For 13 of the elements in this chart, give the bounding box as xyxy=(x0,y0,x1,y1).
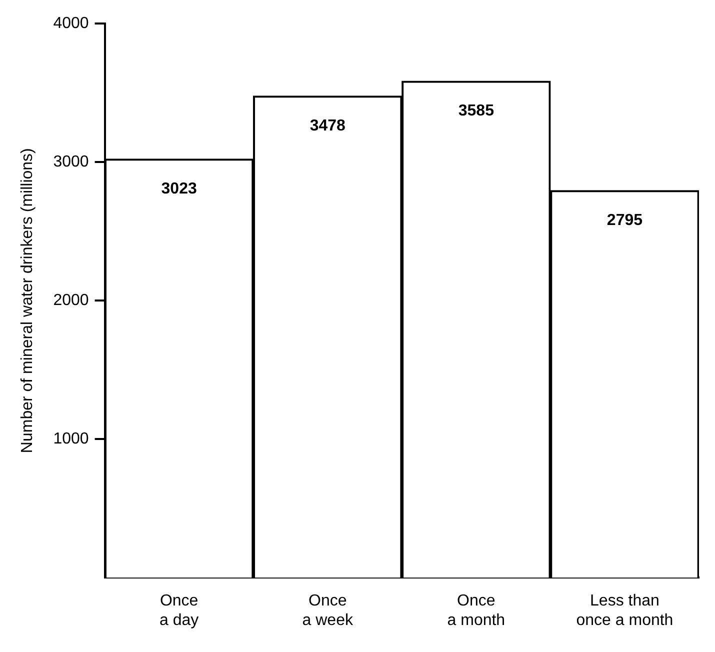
y-tick-label: 1000 xyxy=(53,430,89,448)
x-tick-label: Once a week xyxy=(302,592,354,629)
y-tick-label: 4000 xyxy=(53,15,89,32)
data-label: 3585 xyxy=(458,102,494,120)
y-tick-label: 3000 xyxy=(53,154,89,171)
x-tick-label: Less than once a month xyxy=(576,592,674,629)
data-label: 2795 xyxy=(606,212,643,229)
data-label: 3478 xyxy=(310,117,346,134)
x-tick-label: Once a day xyxy=(160,592,199,629)
y-axis-title: Number of mineral water drinkers (millions) xyxy=(19,148,36,454)
y-tick-label: 2000 xyxy=(53,292,89,310)
x-tick-label: Once a month xyxy=(447,592,506,629)
data-label: 3023 xyxy=(161,180,197,198)
